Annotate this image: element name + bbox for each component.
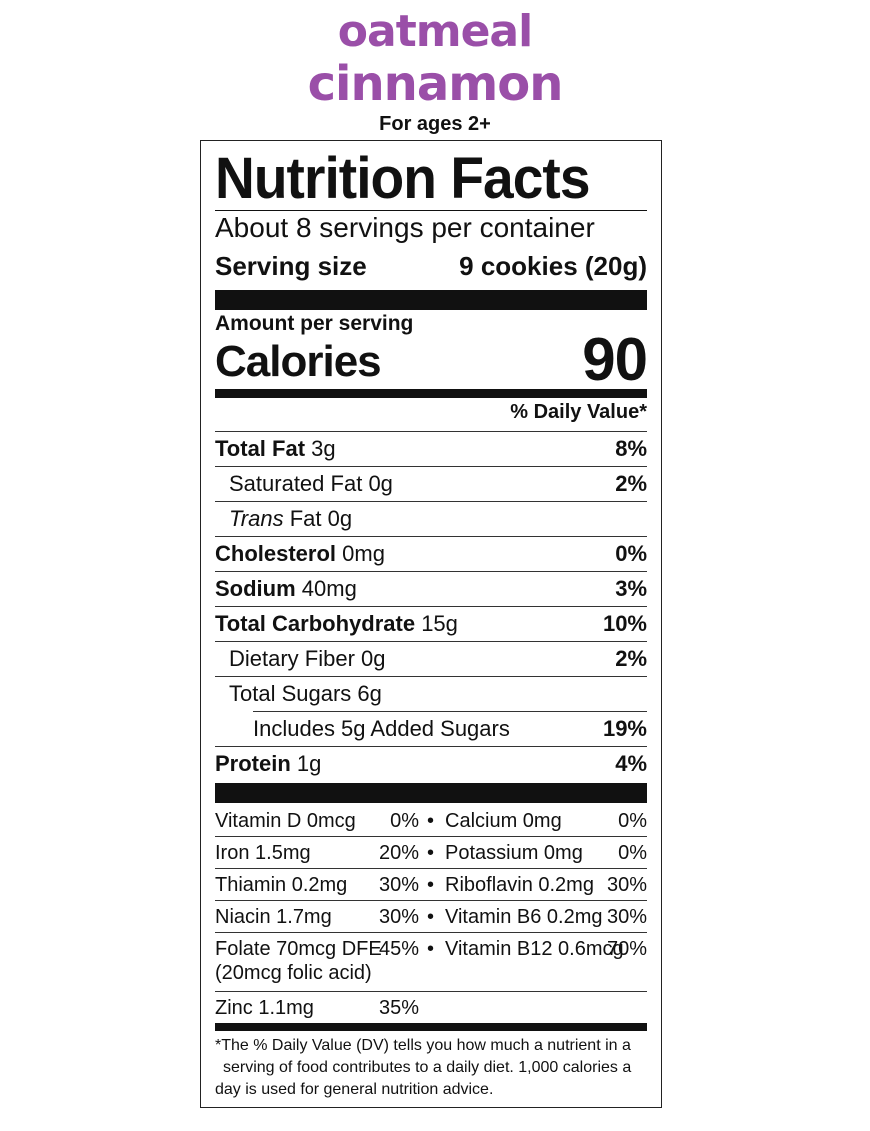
daily-value-header: % Daily Value* — [510, 401, 647, 423]
nutrient-amount: 40mg — [301, 576, 357, 601]
footnote-line: day is used for general nutrition advice… — [215, 1081, 494, 1098]
vitamin-row: Niacin 1.7mg 30% • Vitamin B6 0.2mg 30% — [215, 900, 647, 933]
vitamin-right-dv: 30% — [606, 906, 647, 928]
nutrient-name: Cholesterol — [215, 541, 337, 566]
vitamin-right-dv: 0% — [618, 810, 647, 832]
bullet: • — [427, 906, 435, 928]
nutrient-row-sodium: Sodium 40mg 3% — [215, 571, 647, 607]
nutrient-row-added-sugars: Includes 5g Added Sugars 19% — [253, 711, 647, 747]
nutrient-name: Protein — [215, 751, 291, 776]
thick-divider — [215, 783, 647, 803]
nutrition-facts-label: Nutrition Facts About 8 servings per con… — [200, 140, 662, 1108]
nutrient-row-protein: Protein 1g 4% — [215, 746, 647, 782]
nutrient-dv: 4% — [615, 751, 647, 776]
nutrient-dv: 0% — [615, 541, 647, 566]
vitamin-right-dv: 0% — [618, 842, 647, 864]
vitamin-left-name: Iron 1.5mg — [215, 842, 311, 864]
nutrient-name: Saturated Fat — [229, 471, 363, 496]
serving-size-value: 9 cookies (20g) — [459, 251, 647, 281]
vitamin-left-dv: 30% — [378, 874, 419, 896]
medium-divider — [215, 1023, 647, 1031]
vitamin-row: Folate 70mcg DFE (20mcg folic acid) 45% … — [215, 932, 647, 992]
nutrient-row-cholesterol: Cholesterol 0mg 0% — [215, 536, 647, 572]
nutrient-row-total-sugars: Total Sugars 6g — [215, 676, 647, 712]
nutrient-amount: 1g — [296, 751, 322, 776]
medium-divider — [215, 389, 647, 398]
vitamin-left-dv: 20% — [378, 842, 419, 864]
nutrient-row-trans-fat: Trans Fat 0g — [215, 501, 647, 537]
vitamin-right-name: Vitamin B6 0.2mg — [445, 906, 603, 928]
nutrient-name: Fat — [289, 506, 322, 531]
calories-value: 90 — [582, 326, 648, 393]
nutrient-dv: 19% — [602, 716, 647, 741]
vitamin-row: Vitamin D 0mcg 0% • Calcium 0mg 0% — [215, 805, 647, 836]
nutrient-name: Dietary Fiber — [229, 646, 355, 671]
servings-per-container: About 8 servings per container — [215, 212, 595, 243]
nutrient-dv: 2% — [615, 646, 647, 671]
vitamin-right-name: Calcium 0mg — [445, 810, 562, 832]
vitamin-right-name: Vitamin B12 0.6mcg — [445, 938, 624, 960]
nutrient-amount: 0g — [361, 646, 386, 671]
nutrient-name: Total Fat — [215, 436, 306, 461]
nutrient-name: Total Sugars — [229, 681, 352, 706]
nutrient-name: Total Carbohydrate — [215, 611, 416, 636]
vitamin-right-name: Potassium 0mg — [445, 842, 583, 864]
nutrient-name: Sodium — [215, 576, 296, 601]
vitamin-left-name: Vitamin D 0mcg — [215, 810, 356, 832]
vitamin-right-dv: 30% — [606, 874, 647, 896]
vitamin-left-subtext: (20mcg folic acid) — [215, 962, 372, 984]
bullet: • — [427, 810, 435, 832]
vitamin-left-name: Thiamin 0.2mg — [215, 874, 348, 896]
calories-label: Calories — [215, 337, 382, 386]
flavor-name-line-2: cinnamon — [307, 56, 564, 112]
nutrient-amount: 3g — [311, 436, 336, 461]
nutrient-dv: 8% — [615, 436, 647, 461]
nutrient-dv: 3% — [615, 576, 647, 601]
vitamin-row: Iron 1.5mg 20% • Potassium 0mg 0% — [215, 836, 647, 869]
bullet: • — [427, 874, 435, 896]
nutrient-amount: 0mg — [342, 541, 385, 566]
footnote-line: serving of food contributes to a daily d… — [223, 1059, 632, 1076]
nutrient-dv: 10% — [602, 611, 647, 636]
vitamin-left-dv: 35% — [378, 997, 419, 1019]
nutrient-dv: 2% — [615, 471, 647, 496]
age-note: For ages 2+ — [379, 113, 491, 135]
vitamin-left-dv: 45% — [378, 938, 419, 960]
nutrient-row-total-fat: Total Fat 3g 8% — [215, 431, 647, 467]
nutrient-name-italic: Trans — [229, 506, 284, 531]
footnote-line: *The % Daily Value (DV) tells you how mu… — [215, 1037, 631, 1054]
nutrient-amount: 15g — [421, 611, 458, 636]
vitamin-left-dv: 0% — [390, 810, 419, 832]
nutrient-row-saturated-fat: Saturated Fat 0g 2% — [215, 466, 647, 502]
divider — [215, 210, 647, 211]
vitamin-left-dv: 30% — [378, 906, 419, 928]
vitamin-right-dv: 70% — [606, 938, 647, 960]
nutrient-amount: 6g — [357, 681, 382, 706]
footnote: *The % Daily Value (DV) tells you how mu… — [215, 1035, 647, 1101]
flavor-name-line-1: oatmeal — [337, 6, 533, 57]
label-title: Nutrition Facts — [215, 146, 590, 211]
serving-size-label: Serving size — [215, 251, 367, 281]
nutrient-row-total-carbohydrate: Total Carbohydrate 15g 10% — [215, 606, 647, 642]
vitamin-left-name: Folate 70mcg DFE — [215, 938, 382, 960]
bullet: • — [427, 938, 435, 960]
vitamin-right-name: Riboflavin 0.2mg — [445, 874, 594, 896]
vitamin-left-name: Zinc 1.1mg — [215, 997, 314, 1019]
nutrient-name: Includes 5g Added Sugars — [253, 716, 510, 741]
nutrient-amount: 0g — [368, 471, 393, 496]
thick-divider — [215, 290, 647, 310]
amount-per-serving: Amount per serving — [215, 312, 414, 335]
bullet: • — [427, 842, 435, 864]
nutrient-row-dietary-fiber: Dietary Fiber 0g 2% — [215, 641, 647, 677]
vitamin-row: Thiamin 0.2mg 30% • Riboflavin 0.2mg 30% — [215, 868, 647, 901]
nutrient-amount: 0g — [327, 506, 353, 531]
vitamin-left-name: Niacin 1.7mg — [215, 906, 332, 928]
vitamin-row: Zinc 1.1mg 35% — [215, 991, 647, 1022]
